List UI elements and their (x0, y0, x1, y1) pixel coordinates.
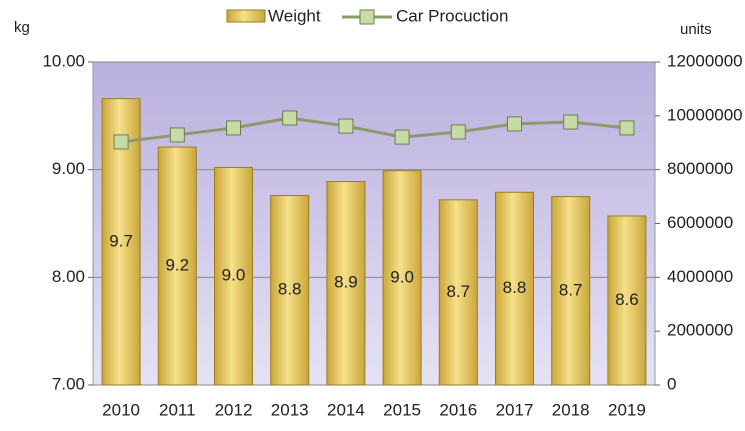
marker (507, 116, 522, 132)
x-tick-label: 2015 (383, 400, 421, 419)
x-tick-label: 2014 (327, 400, 365, 419)
marker (563, 114, 579, 130)
bar (382, 170, 422, 386)
marker (226, 120, 241, 136)
y2-tick-label: 10000000 (667, 105, 743, 124)
data-label: 9.2 (165, 256, 189, 275)
y2-tick-label: 0 (667, 374, 676, 393)
data-label: 9.0 (390, 267, 414, 286)
y2-tick-label: 2000000 (667, 321, 733, 340)
data-label: 8.7 (559, 280, 583, 299)
y2-tick-label: 4000000 (667, 267, 733, 286)
marker (619, 120, 635, 136)
bar (157, 146, 197, 386)
marker (113, 134, 129, 150)
marker (338, 118, 354, 134)
bar (214, 167, 253, 386)
marker (169, 127, 185, 143)
bar (270, 195, 310, 386)
marker (282, 110, 298, 126)
x-tick-label: 2016 (439, 400, 477, 419)
y-tick-label: 8.00 (52, 267, 85, 286)
legend-label: Weight (268, 6, 321, 25)
legend-marker (359, 9, 375, 25)
line (120, 116, 628, 144)
data-label: 9.7 (109, 231, 133, 250)
bar (438, 199, 478, 386)
y2-tick-label: 12000000 (667, 51, 743, 70)
y-tick-label: 7.00 (52, 374, 85, 393)
x-tick-label: 2013 (271, 400, 309, 419)
bar (551, 196, 591, 386)
data-label: 8.9 (334, 273, 358, 292)
marker (450, 124, 466, 140)
y-tick-label: 10.00 (42, 51, 85, 70)
bar (326, 181, 366, 386)
bar (495, 191, 534, 386)
y2-axis-label: units (680, 21, 712, 38)
data-label: 9.0 (222, 266, 246, 285)
data-label: 8.8 (503, 278, 527, 297)
marker (394, 129, 410, 145)
y2-tick-label: 8000000 (667, 159, 733, 178)
y-axis-label: kg (14, 19, 30, 36)
x-tick-label: 2017 (496, 400, 534, 419)
legend-swatch (226, 9, 266, 23)
y-tick-label: 9.00 (52, 159, 85, 178)
x-tick-label: 2019 (608, 400, 646, 419)
data-label: 8.7 (446, 282, 470, 301)
x-tick-label: 2010 (102, 400, 140, 419)
data-label: 8.8 (278, 280, 302, 299)
x-tick-label: 2011 (159, 400, 196, 419)
y2-tick-label: 6000000 (667, 213, 733, 232)
data-label: 8.6 (615, 290, 639, 309)
legend-label: Car Procuction (396, 6, 508, 25)
x-tick-label: 2012 (215, 400, 253, 419)
bar (607, 215, 647, 386)
x-tick-label: 2018 (552, 400, 590, 419)
